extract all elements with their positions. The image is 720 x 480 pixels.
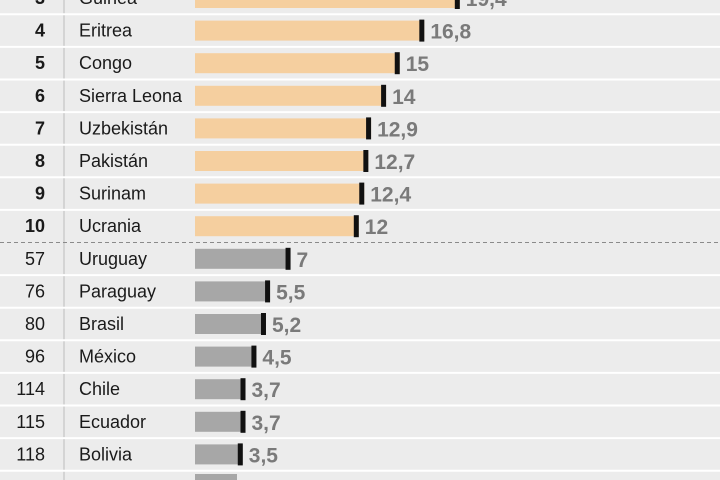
value-label: 15 (406, 53, 430, 76)
bar (195, 346, 257, 367)
country-label: Paraguay (79, 281, 156, 301)
bar-end-marker (251, 345, 257, 368)
bar-end-marker (240, 378, 246, 401)
value-label: 12 (365, 216, 388, 239)
bar-end-marker (366, 117, 372, 140)
bar (195, 118, 372, 139)
country-label: Surinam (79, 184, 146, 204)
rank-label: 96 (25, 347, 45, 367)
bar-end-marker (363, 150, 369, 172)
value-label: 3,5 (249, 444, 279, 467)
rank-label: 76 (25, 281, 45, 301)
country-label: Chile (79, 379, 120, 399)
value-label: 12,7 (374, 151, 415, 174)
bar-end-marker (353, 215, 359, 238)
bar (195, 248, 291, 269)
bar-end-marker (240, 410, 246, 433)
country-label: Congo (79, 53, 132, 73)
bar (195, 216, 359, 237)
value-label: 19,4 (466, 0, 507, 11)
value-label: 5,5 (276, 281, 306, 304)
bar (195, 444, 243, 465)
bar (195, 411, 246, 432)
value-label: 3,7 (252, 412, 281, 435)
country-label: Uzbekistán (79, 118, 168, 138)
bar (195, 281, 271, 302)
partial-bar (195, 474, 237, 480)
bar (195, 0, 460, 8)
rank-label: 6 (35, 86, 45, 106)
country-label: Brasil (79, 314, 124, 334)
bar-end-marker (454, 0, 460, 9)
country-label: Pakistán (79, 151, 148, 171)
bar-end-marker (265, 280, 271, 303)
bar (195, 53, 400, 74)
bar (195, 314, 266, 334)
value-label: 3,7 (252, 379, 281, 402)
country-label: Ecuador (79, 412, 146, 432)
rank-label: 10 (25, 216, 45, 236)
bar-end-marker (419, 19, 425, 42)
bar (195, 151, 369, 171)
country-label: Bolivia (79, 444, 133, 464)
bar-end-marker (359, 182, 365, 205)
value-label: 5,2 (272, 314, 301, 337)
country-label: Eritrea (79, 21, 133, 41)
bar-end-marker (260, 313, 266, 335)
bar (195, 183, 365, 204)
country-label: México (79, 347, 136, 367)
value-label: 12,9 (377, 118, 418, 141)
value-label: 7 (297, 249, 309, 272)
rank-label: 80 (25, 314, 45, 334)
rank-label: 3 (35, 0, 45, 8)
rank-label: 9 (35, 184, 45, 204)
value-label: 4,5 (262, 347, 292, 370)
bar-end-marker (394, 52, 400, 75)
rank-label: 5 (35, 53, 45, 73)
bar-end-marker (381, 84, 387, 107)
rank-label: 118 (16, 444, 45, 464)
rank-label: 114 (16, 379, 45, 399)
bar-end-marker (237, 443, 243, 466)
country-label: Sierra Leona (79, 86, 183, 106)
rank-label: 57 (25, 249, 45, 269)
rank-label: 115 (16, 412, 45, 432)
value-label: 16,8 (430, 21, 471, 44)
rank-label: 4 (35, 21, 45, 41)
country-label: Uruguay (79, 249, 147, 269)
country-label: Guinea (79, 0, 138, 8)
bar-end-marker (285, 247, 291, 270)
rank-label: 8 (35, 151, 45, 171)
bar (195, 20, 425, 41)
value-label: 12,4 (370, 184, 411, 207)
value-label: 14 (392, 86, 416, 109)
bar (195, 85, 387, 106)
rank-label: 7 (35, 118, 45, 138)
country-label: Ucrania (79, 216, 142, 236)
bar (195, 379, 246, 400)
